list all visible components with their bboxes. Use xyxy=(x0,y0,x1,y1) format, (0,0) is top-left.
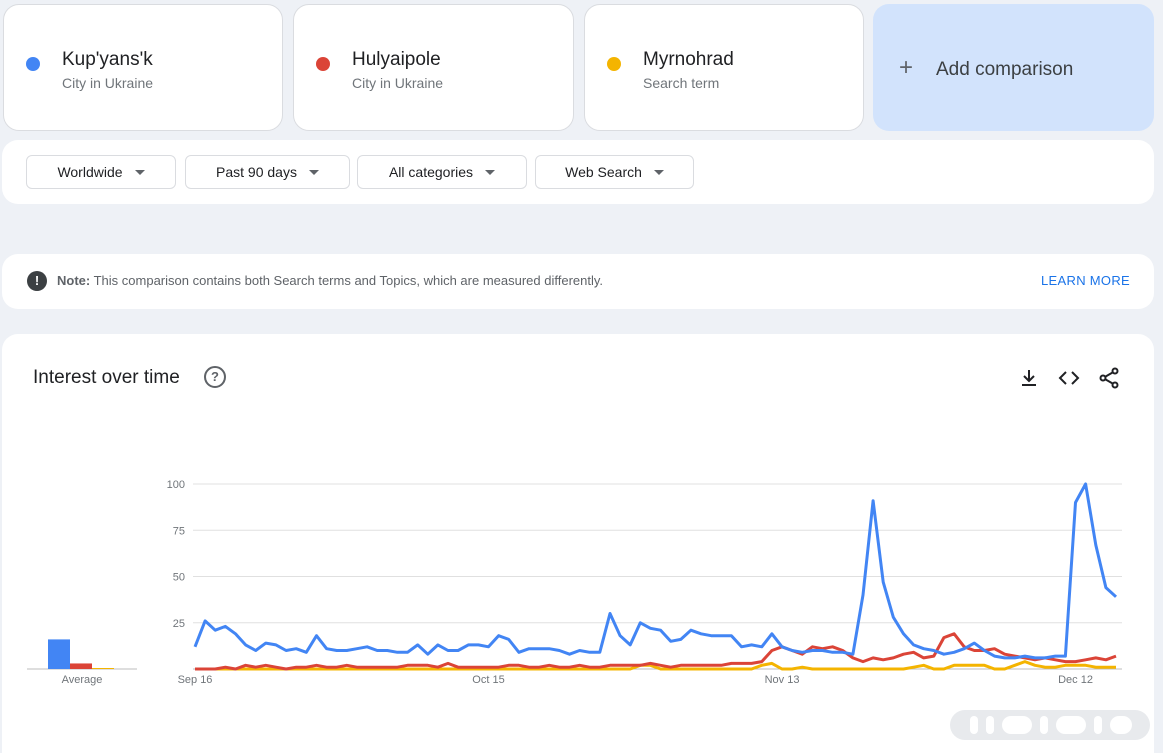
search-property-label: Web Search xyxy=(565,164,642,180)
interest-over-time-card: Interest over time ? xyxy=(2,334,1154,753)
average-bar[interactable] xyxy=(92,668,114,669)
region-label: Worldwide xyxy=(57,164,123,180)
term-subtitle: Search term xyxy=(643,75,720,91)
embed-icon[interactable] xyxy=(1057,366,1081,390)
term-card-myrnohrad[interactable]: Myrnohrad Search term xyxy=(584,4,864,131)
help-icon[interactable]: ? xyxy=(204,366,226,388)
interest-chart[interactable]: Average 100 75 50 25 Sep 16 Oct 15 Nov 13 Dec 1… xyxy=(0,470,1163,690)
note-text: Note: This comparison contains both Sear… xyxy=(57,273,603,288)
y-tick-label: 75 xyxy=(173,525,185,537)
series-color-dot xyxy=(26,57,40,71)
term-subtitle: City in Ukraine xyxy=(352,75,444,91)
caret-down-icon xyxy=(134,169,145,175)
average-label: Average xyxy=(62,674,103,686)
average-bar[interactable] xyxy=(48,639,70,669)
note-banner: ! Note: This comparison contains both Se… xyxy=(2,254,1154,309)
y-tick-label: 50 xyxy=(173,572,185,584)
series-line[interactable] xyxy=(195,632,1117,671)
note-label: Note: xyxy=(57,273,91,288)
chart-title: Interest over time xyxy=(33,367,180,388)
search-property-dropdown[interactable]: Web Search xyxy=(535,155,694,189)
term-subtitle: City in Ukraine xyxy=(62,75,154,91)
term-name: Myrnohrad xyxy=(643,49,734,70)
add-comparison-button[interactable]: + Add comparison xyxy=(873,4,1154,131)
y-tick-label: 25 xyxy=(173,618,185,630)
note-message: This comparison contains both Search ter… xyxy=(93,273,604,288)
category-label: All categories xyxy=(388,164,474,180)
learn-more-link[interactable]: LEARN MORE xyxy=(1041,273,1130,288)
download-icon[interactable] xyxy=(1017,366,1041,390)
alert-icon: ! xyxy=(27,271,47,291)
average-bar[interactable] xyxy=(70,663,92,669)
caret-down-icon xyxy=(653,169,664,175)
series-color-dot xyxy=(607,57,621,71)
plus-icon: + xyxy=(899,54,914,81)
x-tick-label: Nov 13 xyxy=(765,674,800,686)
caret-down-icon xyxy=(485,169,496,175)
y-tick-label: 100 xyxy=(167,479,185,491)
time-range-label: Past 90 days xyxy=(216,164,297,180)
term-name: Hulyaipole xyxy=(352,49,441,70)
x-tick-label: Sep 16 xyxy=(178,674,213,686)
region-dropdown[interactable]: Worldwide xyxy=(26,155,176,189)
series-color-dot xyxy=(316,57,330,71)
term-card-kupyansk[interactable]: Kup'yans'k City in Ukraine xyxy=(3,4,283,131)
term-card-hulyaipole[interactable]: Hulyaipole City in Ukraine xyxy=(293,4,574,131)
filter-bar: Worldwide Past 90 days All categories We… xyxy=(2,140,1154,204)
watermark-logo xyxy=(950,710,1150,740)
x-tick-label: Oct 15 xyxy=(472,674,504,686)
add-comparison-label: Add comparison xyxy=(936,59,1074,80)
category-dropdown[interactable]: All categories xyxy=(357,155,527,189)
caret-down-icon xyxy=(308,169,319,175)
time-range-dropdown[interactable]: Past 90 days xyxy=(185,155,350,189)
series-line[interactable] xyxy=(193,482,1118,660)
share-icon[interactable] xyxy=(1097,366,1121,390)
series-line[interactable] xyxy=(195,660,1116,671)
term-name: Kup'yans'k xyxy=(62,49,153,70)
x-tick-label: Dec 12 xyxy=(1058,674,1093,686)
